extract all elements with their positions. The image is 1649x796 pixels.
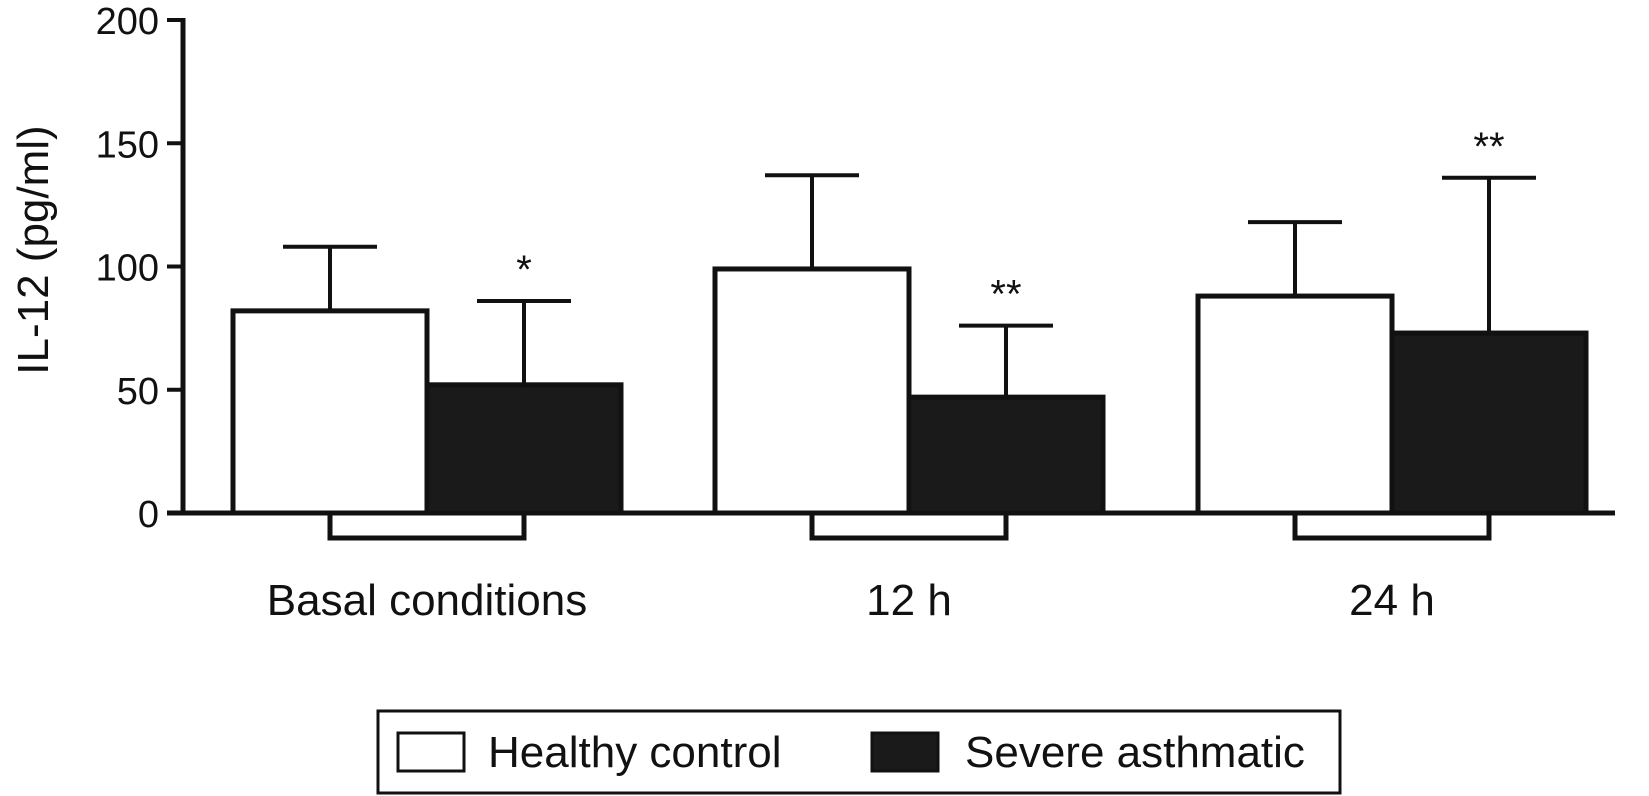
plot-area: 0 50 100 150 200 * Basal conditions ** 12 h ** 24 … — [96, 1, 1615, 625]
bar-severe-asthmatic — [424, 382, 624, 516]
legend-frame — [376, 709, 1342, 795]
group-bracket — [809, 513, 1009, 541]
bar-severe-asthmatic — [1389, 330, 1589, 516]
y-tick-label: 150 — [96, 124, 159, 166]
y-tick-label: 50 — [117, 371, 159, 413]
legend-swatch-healthy-control — [396, 731, 466, 773]
y-tick-label: 0 — [138, 494, 159, 536]
y-tick-label: 100 — [96, 248, 159, 290]
y-axis-label: IL-12 (pg/ml) — [9, 125, 58, 374]
bar-healthy-control — [230, 308, 430, 516]
bar-healthy-control — [712, 266, 912, 516]
legend-swatch-severe-asthmatic — [870, 731, 940, 773]
significance-marker: ** — [990, 273, 1021, 317]
bar-severe-asthmatic — [906, 394, 1106, 516]
legend: Healthy control Severe asthmatic — [376, 709, 1342, 795]
y-tick-label: 200 — [96, 1, 159, 43]
x-category-label: 12 h — [866, 576, 952, 625]
group-bracket — [327, 513, 527, 541]
legend-label-healthy-control: Healthy control — [488, 728, 781, 777]
legend-label-severe-asthmatic: Severe asthmatic — [965, 728, 1305, 777]
significance-marker: ** — [1473, 125, 1504, 169]
significance-marker: * — [516, 248, 532, 292]
group-bracket — [1292, 513, 1492, 541]
x-category-label: Basal conditions — [267, 576, 587, 625]
bar-healthy-control — [1195, 293, 1395, 516]
x-category-label: 24 h — [1349, 576, 1435, 625]
